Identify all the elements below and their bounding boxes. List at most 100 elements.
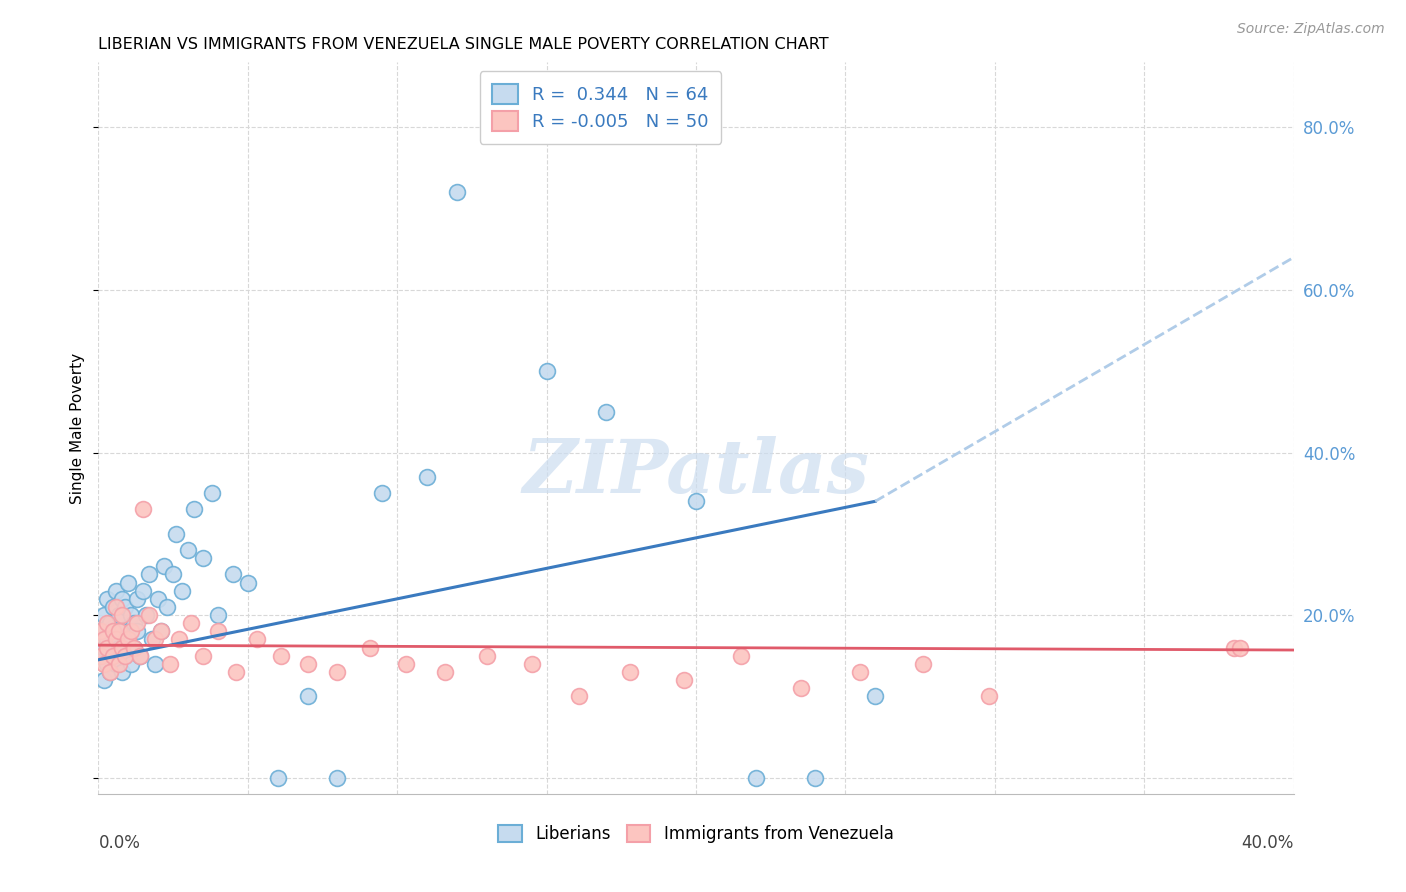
Point (191, 551, 214, 566)
Point (1229, 640, 1251, 655)
Point (225, 665, 247, 679)
Point (685, 494, 707, 508)
Point (434, 665, 457, 679)
Point (191, 648, 214, 663)
Point (90, 624, 112, 639)
Point (93, 640, 115, 655)
Text: LIBERIAN VS IMMIGRANTS FROM VENEZUELA SINGLE MALE POVERTY CORRELATION CHART: LIBERIAN VS IMMIGRANTS FROM VENEZUELA SI… (98, 37, 830, 52)
Point (124, 640, 146, 655)
Point (124, 616, 146, 631)
Point (129, 648, 152, 663)
Point (93, 632, 115, 647)
Point (108, 657, 131, 671)
Point (297, 690, 319, 704)
Point (103, 648, 125, 663)
Point (108, 608, 131, 623)
Point (103, 599, 125, 614)
Point (730, 648, 752, 663)
Point (520, 657, 543, 671)
Point (98, 665, 122, 679)
Point (120, 608, 142, 623)
Point (165, 526, 187, 541)
Point (138, 567, 160, 582)
Point (143, 632, 166, 647)
Point (96, 616, 118, 631)
Point (977, 690, 1000, 704)
Point (108, 640, 131, 655)
Point (673, 673, 696, 687)
Point (141, 632, 163, 647)
Point (93, 673, 115, 687)
Point (849, 665, 872, 679)
Point (90, 624, 112, 639)
Point (865, 690, 887, 704)
Point (108, 624, 131, 639)
Point (114, 648, 136, 663)
Point (105, 657, 128, 671)
Point (153, 559, 176, 574)
Point (111, 640, 134, 655)
Point (105, 599, 128, 614)
Point (156, 599, 179, 614)
Point (93, 608, 115, 623)
Point (222, 567, 245, 582)
Point (371, 486, 394, 500)
Legend: Liberians, Immigrants from Venezuela: Liberians, Immigrants from Venezuela (489, 816, 903, 851)
Point (326, 771, 349, 785)
Point (117, 632, 139, 647)
Point (105, 632, 128, 647)
Text: Source: ZipAtlas.com: Source: ZipAtlas.com (1237, 22, 1385, 37)
Point (103, 624, 125, 639)
Point (246, 632, 269, 647)
Point (159, 657, 181, 671)
Point (96, 640, 118, 655)
Point (177, 543, 200, 558)
Point (789, 681, 811, 696)
Point (207, 608, 229, 623)
Point (111, 624, 134, 639)
Point (132, 502, 155, 516)
Point (129, 648, 152, 663)
Text: 0.0%: 0.0% (98, 834, 141, 852)
Point (98, 640, 122, 655)
Point (180, 616, 202, 631)
Point (120, 657, 142, 671)
Point (162, 567, 184, 582)
Point (804, 771, 827, 785)
Point (98, 616, 122, 631)
Point (124, 640, 146, 655)
Point (236, 575, 259, 590)
Point (568, 690, 591, 704)
Point (475, 648, 498, 663)
Point (326, 665, 349, 679)
Point (150, 624, 173, 639)
Point (595, 405, 617, 419)
Point (98, 665, 122, 679)
Text: ZIPatlas: ZIPatlas (523, 436, 869, 508)
Point (90, 648, 112, 663)
Point (207, 624, 229, 639)
Point (150, 624, 173, 639)
Point (103, 648, 125, 663)
Point (745, 771, 768, 785)
Point (270, 648, 292, 663)
Point (138, 608, 160, 623)
Point (912, 657, 935, 671)
Point (416, 470, 439, 484)
Point (96, 632, 118, 647)
Point (127, 616, 149, 631)
Point (183, 502, 205, 516)
Point (201, 486, 224, 500)
Point (267, 771, 290, 785)
Point (359, 640, 381, 655)
Point (96, 591, 118, 606)
Point (117, 632, 139, 647)
Point (117, 575, 139, 590)
Point (105, 583, 128, 598)
Point (111, 591, 134, 606)
Text: 40.0%: 40.0% (1241, 834, 1294, 852)
Point (96, 657, 118, 671)
Point (172, 583, 194, 598)
Point (127, 591, 149, 606)
Point (103, 624, 125, 639)
